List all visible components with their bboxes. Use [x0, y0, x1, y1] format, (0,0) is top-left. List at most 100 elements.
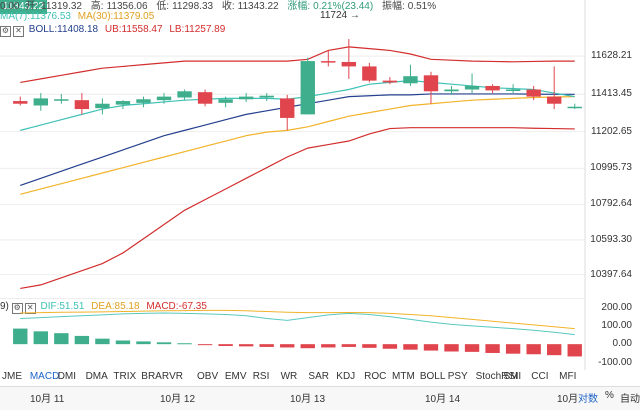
open-label: 开: 11319.32 — [25, 1, 82, 12]
candle-body — [177, 91, 192, 98]
price-axis-label: 10397.64 — [590, 268, 632, 280]
tab-jme[interactable]: JME — [2, 371, 22, 382]
macd-bar — [567, 344, 582, 357]
candle-body — [238, 96, 254, 100]
candle-body — [382, 80, 398, 83]
candle-body — [464, 85, 480, 90]
amplitude-label: 振幅: 0.51% — [381, 1, 437, 12]
tab-stochrsi[interactable]: StochRSI — [475, 371, 518, 382]
tab-kdj[interactable]: KDJ — [336, 371, 356, 382]
settings-icon[interactable]: ⚙ — [11, 303, 23, 314]
tab-mtm[interactable]: MTM — [392, 371, 415, 382]
candle-body — [156, 96, 172, 101]
macd-bar — [341, 344, 357, 347]
price-axis-label: 10792.64 — [590, 198, 632, 210]
macd-bar — [197, 344, 213, 346]
tab-dmi[interactable]: DMI — [57, 371, 77, 382]
boll-value: BOLL:11408.18 — [28, 24, 99, 35]
tab-boll[interactable]: BOLL — [419, 371, 446, 382]
macd-bar — [300, 344, 315, 349]
high-marker: 11724 → — [320, 10, 360, 21]
axis-mode-0[interactable]: 对数 — [578, 394, 598, 405]
macd-bar — [547, 344, 562, 356]
settings-icon[interactable]: ⚙ — [0, 26, 11, 37]
macd-bar — [156, 342, 172, 345]
macd-bar — [321, 344, 336, 348]
tab-smi[interactable]: SMI — [503, 371, 522, 382]
ma30-line — [20, 96, 575, 195]
macd-bar — [423, 344, 439, 351]
dif-value: DIF:51.51 — [40, 301, 85, 312]
close-icon[interactable]: ✕ — [13, 26, 24, 37]
macd-bar — [74, 335, 90, 345]
macd-axis-label: 100.00 — [601, 319, 632, 331]
low-label: 低: 11298.33 — [156, 1, 214, 12]
tab-psy[interactable]: PSY — [447, 371, 468, 382]
candle-body — [403, 76, 418, 84]
high-label: 高: 11356.06 — [90, 1, 148, 12]
tab-obv[interactable]: OBV — [197, 371, 219, 382]
axis-mode-1[interactable]: % — [605, 390, 614, 401]
ma7-value: MA(7):11376.53 — [0, 11, 71, 22]
candle-body — [444, 89, 459, 92]
price-axis-label: 10995.73 — [590, 162, 632, 174]
candlestick-chart[interactable] — [0, 0, 640, 300]
macd-chart[interactable] — [0, 298, 640, 370]
change-label: 涨幅: 0.21%(23.44) — [287, 1, 374, 12]
macd-bar — [238, 344, 254, 347]
time-label: 0:00 — [0, 1, 20, 12]
tab-rsi[interactable]: RSI — [252, 371, 270, 382]
macd-bar — [218, 344, 233, 346]
close-icon[interactable]: ✕ — [24, 303, 36, 314]
macd-bar — [526, 344, 541, 355]
candle-body — [136, 99, 151, 103]
candle-body — [321, 61, 336, 63]
tab-mfi[interactable]: MFI — [559, 371, 577, 382]
macd-bar — [382, 344, 398, 349]
axis-mode-2[interactable]: 自动 — [620, 394, 640, 405]
candle-body — [54, 99, 69, 101]
boll-lower-line — [20, 127, 575, 290]
candle-body — [197, 92, 213, 104]
date-label: 10月 14 — [425, 394, 461, 405]
date-label: 10月 13 — [290, 394, 326, 405]
indicator-tab-bar: JME MACD DMI DMA TRIX BRAR VR OBV EMV RSI WR SAR KDJ… — [0, 370, 640, 386]
candle-body — [74, 100, 90, 110]
ma-indicator-row: MA(7):11376.53 MA(30):11379.05 — [0, 11, 154, 22]
macd-bar — [485, 344, 500, 353]
macd-bar — [259, 344, 274, 347]
tab-roc[interactable]: ROC — [364, 371, 387, 382]
macd-bar — [13, 328, 28, 345]
candle-body — [115, 101, 131, 105]
macd-bar — [464, 344, 480, 352]
ma30-value: MA(30):11379.05 — [77, 11, 155, 22]
tab-trix[interactable]: TRIX — [113, 371, 137, 382]
boll-mid-line — [20, 93, 575, 186]
tab-macd[interactable]: MACD — [29, 371, 60, 382]
macd-axis-label: 200.00 — [601, 301, 632, 313]
date-label: 10月 11 — [30, 394, 65, 405]
macd-bar — [95, 338, 110, 345]
macd-bar — [115, 340, 131, 345]
tab-sar[interactable]: SAR — [308, 371, 329, 382]
tab-vr[interactable]: VR — [169, 371, 184, 382]
candle-body — [567, 106, 582, 109]
macd-bar — [444, 344, 459, 352]
boll-indicator-row: ⚙ ✕ BOLL:11408.18 UB:11558.47 LB:11257.89 — [0, 24, 225, 37]
tab-wr[interactable]: WR — [280, 371, 298, 382]
macd-bar — [136, 341, 151, 345]
tab-emv[interactable]: EMV — [224, 371, 247, 382]
macd-bar — [362, 344, 377, 348]
tab-brar[interactable]: BRAR — [141, 371, 170, 382]
candle-body — [13, 101, 28, 104]
tab-dma[interactable]: DMA — [85, 371, 108, 382]
ub-value: UB:11558.47 — [104, 24, 163, 35]
tab-cci[interactable]: CCI — [531, 371, 549, 382]
close-label: 收: 11343.22 — [221, 1, 279, 12]
macd-param: 9) — [0, 301, 9, 312]
macd-bar — [54, 333, 69, 345]
price-axis-label: 11628.21 — [591, 50, 632, 62]
macd-bar — [403, 344, 418, 350]
macd-axis-label: 0.00 — [612, 338, 632, 350]
date-label: 10月 12 — [160, 394, 196, 405]
